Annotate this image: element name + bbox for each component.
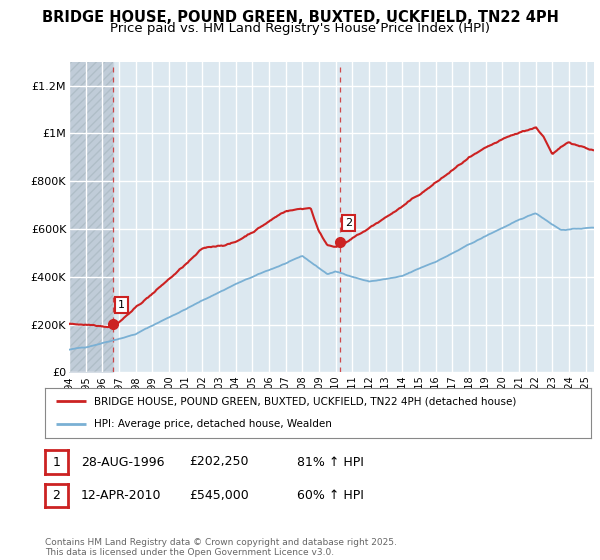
Text: 81% ↑ HPI: 81% ↑ HPI — [297, 455, 364, 469]
Text: 2: 2 — [52, 489, 61, 502]
Text: Price paid vs. HM Land Registry's House Price Index (HPI): Price paid vs. HM Land Registry's House … — [110, 22, 490, 35]
Text: Contains HM Land Registry data © Crown copyright and database right 2025.
This d: Contains HM Land Registry data © Crown c… — [45, 538, 397, 557]
Text: £545,000: £545,000 — [189, 489, 249, 502]
Text: 12-APR-2010: 12-APR-2010 — [81, 489, 161, 502]
Text: 28-AUG-1996: 28-AUG-1996 — [81, 455, 164, 469]
Text: 2: 2 — [345, 218, 352, 228]
Bar — [69, 62, 113, 372]
Text: 1: 1 — [52, 455, 61, 469]
Text: 60% ↑ HPI: 60% ↑ HPI — [297, 489, 364, 502]
Text: HPI: Average price, detached house, Wealden: HPI: Average price, detached house, Weal… — [94, 419, 332, 430]
Text: 1: 1 — [118, 300, 125, 310]
Text: BRIDGE HOUSE, POUND GREEN, BUXTED, UCKFIELD, TN22 4PH: BRIDGE HOUSE, POUND GREEN, BUXTED, UCKFI… — [41, 10, 559, 25]
Text: £202,250: £202,250 — [189, 455, 248, 469]
Text: BRIDGE HOUSE, POUND GREEN, BUXTED, UCKFIELD, TN22 4PH (detached house): BRIDGE HOUSE, POUND GREEN, BUXTED, UCKFI… — [94, 396, 517, 406]
